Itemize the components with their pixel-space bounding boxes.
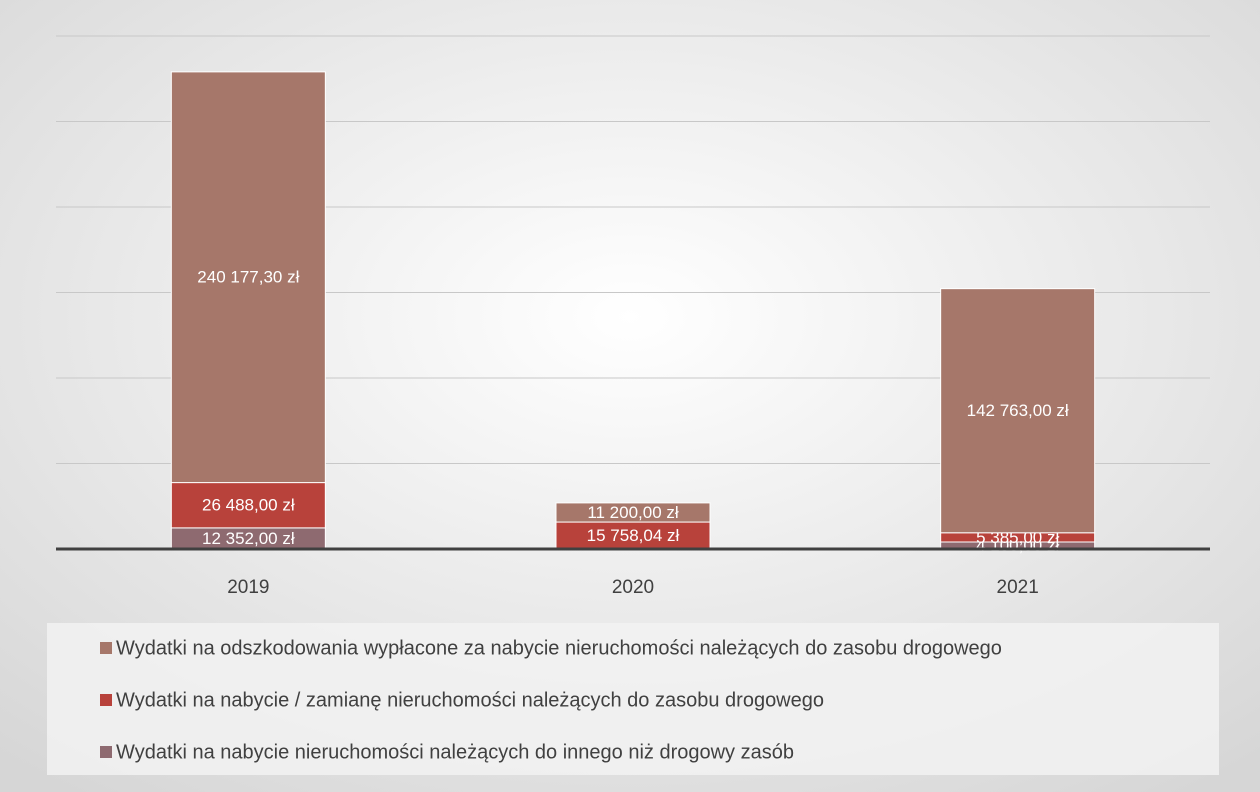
legend-swatch <box>100 694 112 706</box>
legend-box <box>47 623 1219 775</box>
legend-label: Wydatki na nabycie nieruchomości należąc… <box>116 741 794 763</box>
data-label: 15 758,04 zł <box>587 526 680 545</box>
x-tick-label: 2020 <box>612 577 654 598</box>
x-tick-label: 2019 <box>227 577 269 598</box>
bar-segment <box>555 502 711 523</box>
data-label: 11 200,00 zł <box>587 503 679 522</box>
bar-segment <box>940 288 1096 534</box>
legend-label: Wydatki na odszkodowania wypłacone za na… <box>116 637 1002 659</box>
data-label: 26 488,00 zł <box>202 496 295 515</box>
data-label: 12 352,00 zł <box>202 529 295 548</box>
bar-segment <box>555 521 711 550</box>
bar-segment <box>170 482 326 529</box>
x-tick-label: 2021 <box>997 577 1039 598</box>
legend-label: Wydatki na nabycie / zamianę nieruchomoś… <box>116 689 824 711</box>
data-label: 142 763,00 zł <box>967 401 1069 420</box>
legend-swatch <box>100 642 112 654</box>
bar-segment <box>170 71 326 484</box>
legend-swatch <box>100 746 112 758</box>
data-label: 240 177,30 zł <box>197 268 299 287</box>
